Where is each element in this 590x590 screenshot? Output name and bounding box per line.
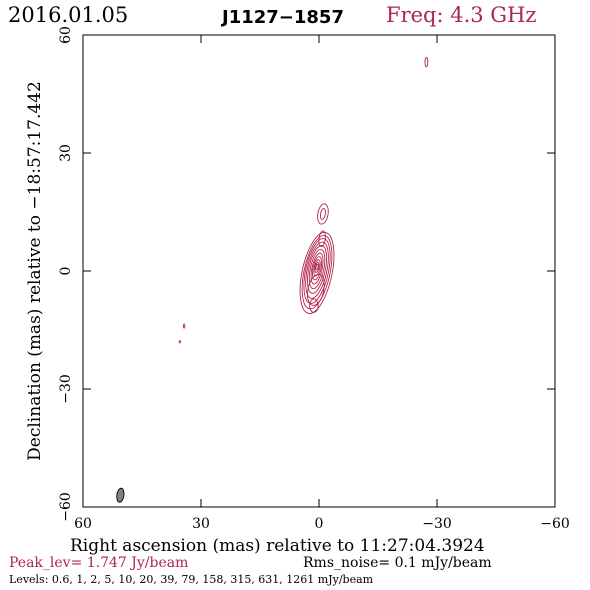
core-contour-4 <box>305 241 329 299</box>
core-contour-2 <box>301 235 333 310</box>
jet-north-contour <box>317 203 329 225</box>
x-tick-label: −30 <box>422 516 452 532</box>
beam-ellipse <box>116 487 125 503</box>
core-contour-5 <box>307 245 328 294</box>
y-tick-label: −60 <box>58 492 74 522</box>
jet-upper-knot-contour <box>318 230 326 247</box>
core-contour-8 <box>312 256 323 281</box>
y-tick-label: −30 <box>58 374 74 404</box>
observation-date: 2016.01.05 <box>8 3 128 27</box>
y-tick-label: 60 <box>58 26 74 44</box>
core-contour-11 <box>315 263 319 271</box>
core-contour-1 <box>299 231 335 314</box>
x-tick-label: 0 <box>315 516 324 532</box>
jet-north-inner-contour <box>319 208 326 220</box>
core-contour-6 <box>308 248 326 290</box>
y-tick-label: 0 <box>58 267 74 276</box>
y-axis-label: Declination (mas) relative to −18:57:17.… <box>25 81 45 461</box>
far-blob-ne-contour <box>424 56 429 68</box>
plot-marks <box>116 56 429 503</box>
core-contour-10 <box>314 261 320 273</box>
rms-noise: Rms_noise= 0.1 mJy/beam <box>303 555 492 571</box>
frequency-label: Freq: 4.3 GHz <box>386 3 536 27</box>
blob-sw-2-contour <box>178 340 181 344</box>
peak-level: Peak_lev= 1.747 Jy/beam <box>9 555 188 571</box>
source-name: J1127−1857 <box>220 7 344 28</box>
core-contour-9 <box>313 259 321 277</box>
axis-ticks <box>82 34 556 508</box>
jet-lower-knot-contour <box>307 273 325 306</box>
jet-lower-tail-contour <box>309 298 319 313</box>
x-tick-label: 60 <box>74 516 92 532</box>
axis-tick-labels: 60 30 0 −30 −60 −60 −30 0 30 60 <box>58 26 570 532</box>
contour-levels: Levels: 0.6, 1, 2, 5, 10, 20, 39, 79, 15… <box>9 573 374 586</box>
x-axis-label: Right ascension (mas) relative to 11:27:… <box>70 536 485 556</box>
x-tick-label: −60 <box>540 516 570 532</box>
blob-sw-1-contour <box>182 323 186 329</box>
x-tick-label: 30 <box>192 516 210 532</box>
core-contour-7 <box>310 252 324 285</box>
y-tick-label: 30 <box>58 144 74 162</box>
